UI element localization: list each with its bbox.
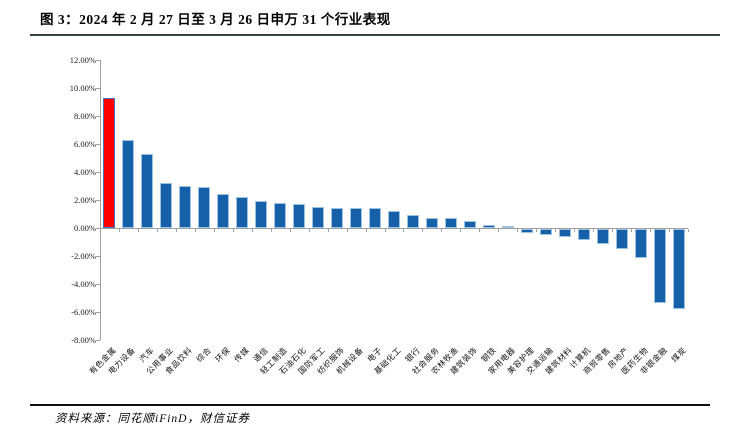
- y-axis-tick-label: 2.00%: [74, 195, 96, 205]
- bar: [388, 211, 400, 228]
- y-axis-tick-label: 12.00%: [69, 55, 96, 65]
- y-axis-tick: [96, 172, 100, 173]
- x-axis-tick: [365, 229, 367, 232]
- x-axis-category-label: 综合: [195, 345, 214, 365]
- bar: [293, 204, 306, 228]
- x-axis-tick: [688, 229, 689, 232]
- x-axis-tick: [175, 229, 177, 232]
- bar: [539, 229, 552, 236]
- bar: [217, 194, 230, 228]
- y-axis-tick-label: 8.00%: [74, 111, 96, 121]
- bar: [350, 208, 363, 228]
- x-axis-tick: [631, 229, 633, 232]
- x-axis-tick: [270, 229, 272, 232]
- y-axis-tick: [96, 256, 100, 257]
- bar: [312, 207, 325, 228]
- x-axis-tick: [650, 229, 652, 232]
- x-axis-category-label: 传媒: [232, 345, 252, 365]
- bar: [463, 221, 476, 228]
- x-axis-tick: [118, 229, 120, 232]
- x-axis-tick: [346, 229, 348, 232]
- bar: [577, 229, 590, 241]
- x-axis-tick: [441, 229, 443, 232]
- x-axis-tick: [555, 229, 557, 232]
- x-axis-tick: [669, 229, 671, 232]
- bar-highlighted: [103, 97, 116, 228]
- x-axis-tick: [308, 229, 310, 232]
- bar: [596, 229, 609, 245]
- bar: [615, 229, 628, 250]
- bar: [558, 229, 571, 238]
- y-axis-tick-label: 10.00%: [69, 83, 96, 93]
- x-axis-category-labels: 有色金属 电力设备 汽车 公用事业 食品饮料 综合 环保 传媒 通信 轻工制造 石油石化 国防军工 纺织…: [88, 342, 688, 404]
- bar: [425, 218, 438, 228]
- bar: [369, 208, 382, 228]
- x-axis-tick: [384, 229, 386, 232]
- bar: [160, 183, 173, 228]
- x-axis-tick: [517, 229, 519, 232]
- bar: [501, 225, 514, 228]
- x-axis-tick: [289, 229, 291, 232]
- x-axis-tick: [403, 229, 405, 232]
- title-divider: [30, 34, 720, 36]
- bar: [179, 186, 192, 228]
- y-axis-tick: [96, 312, 100, 313]
- x-axis-category-label: 煤炭: [669, 345, 688, 365]
- x-axis-tick: [536, 229, 538, 232]
- y-axis-tick: [96, 200, 100, 201]
- y-axis-tick-label: -4.00%: [71, 279, 96, 289]
- bar: [406, 214, 419, 228]
- bar: [672, 229, 685, 309]
- x-axis-tick: [100, 229, 101, 232]
- x-axis-tick: [574, 229, 576, 232]
- y-axis-tick-label: 4.00%: [74, 167, 96, 177]
- bar: [198, 186, 211, 228]
- x-axis-tick: [593, 229, 595, 232]
- x-axis-tick: [213, 229, 215, 232]
- y-axis-tick: [96, 116, 100, 117]
- bar: [444, 218, 457, 228]
- bar: [236, 196, 249, 228]
- x-axis-tick: [251, 229, 253, 232]
- y-axis-tick: [96, 340, 100, 341]
- x-axis-tick: [479, 229, 481, 232]
- x-axis-tick: [156, 229, 158, 232]
- source-divider: [30, 404, 710, 406]
- x-axis-category-label: 环保: [213, 345, 233, 365]
- x-axis-tick: [232, 229, 234, 232]
- y-axis-tick-label: -2.00%: [71, 251, 96, 261]
- bar: [122, 139, 135, 228]
- y-axis-tick: [96, 88, 100, 89]
- x-axis-tick: [612, 229, 614, 232]
- y-axis-tick-label: 0.00%: [74, 223, 96, 233]
- y-axis-tick: [96, 60, 100, 61]
- bar: [274, 202, 287, 228]
- x-axis-tick: [460, 229, 462, 232]
- x-axis-baseline: [100, 228, 688, 229]
- x-axis-tick: [137, 229, 139, 232]
- y-axis-tick-label: 6.00%: [74, 139, 96, 149]
- bar: [331, 207, 344, 228]
- bar: [141, 153, 154, 228]
- x-axis-tick: [194, 229, 196, 232]
- y-axis-tick: [96, 284, 100, 285]
- y-axis-tick-label: -6.00%: [71, 307, 96, 317]
- bar: [482, 225, 495, 228]
- bar: [520, 229, 533, 234]
- x-axis-tick: [327, 229, 329, 232]
- bar: [255, 200, 268, 228]
- source-note: 资料来源：同花顺iFinD，财信证券: [55, 413, 250, 425]
- x-axis-tick: [422, 229, 424, 232]
- bar: [653, 229, 666, 303]
- x-axis-tick: [498, 229, 500, 232]
- y-axis-tick-label: -8.00%: [71, 335, 96, 345]
- bar-chart-plot-area: 12.00% 10.00% 8.00% 6.00% 4.00% 2.00% 0.00% -2.…: [70, 55, 689, 345]
- bar: [634, 229, 647, 259]
- figure-title: 图 3：2024 年 2 月 27 日至 3 月 26 日申万 31 个行业表现: [40, 12, 391, 27]
- y-axis-tick: [96, 228, 100, 229]
- y-axis-tick: [96, 144, 100, 145]
- y-axis-line: [100, 60, 101, 340]
